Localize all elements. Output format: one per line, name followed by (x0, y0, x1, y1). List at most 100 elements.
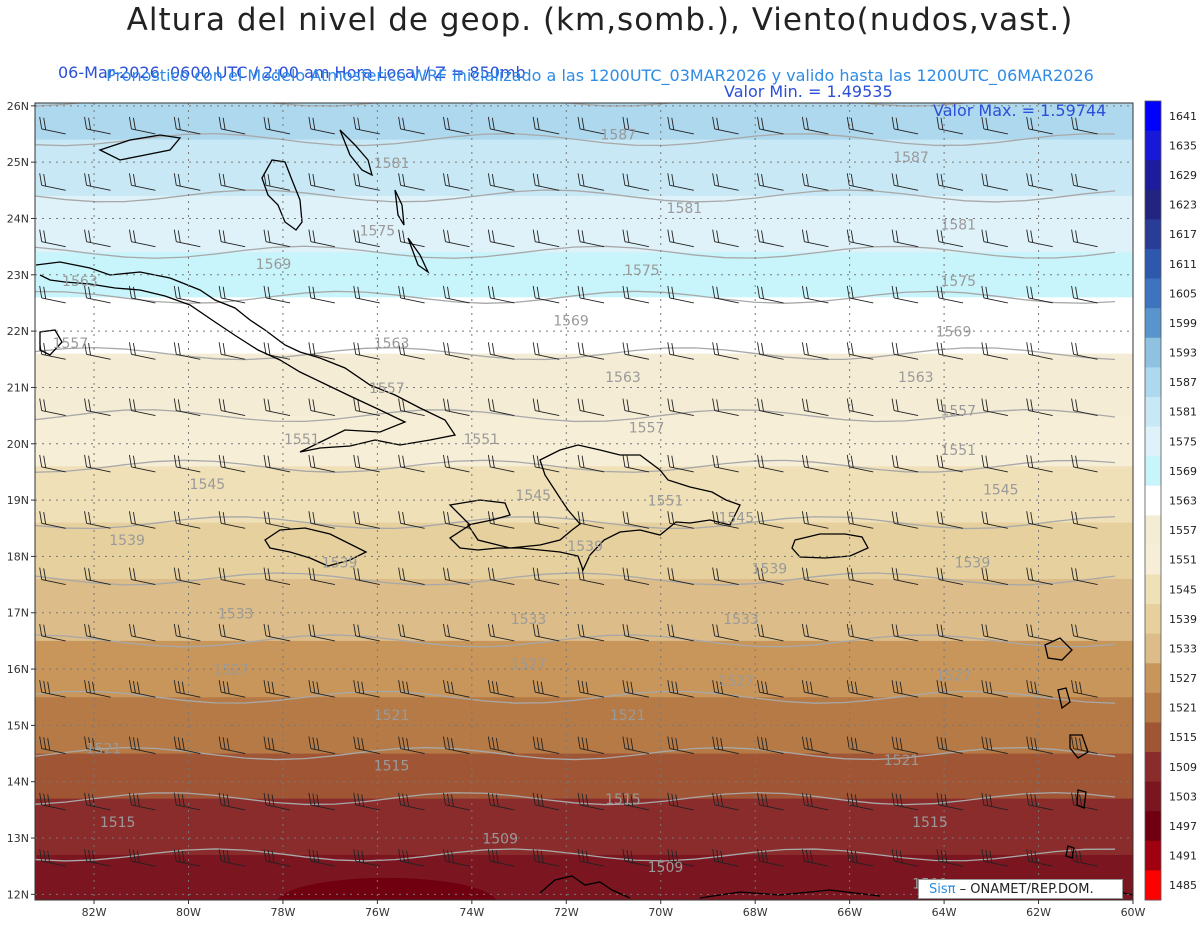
wind-barb (173, 398, 201, 417)
wind-barb (308, 342, 335, 360)
wind-barb (1026, 736, 1053, 754)
contour-1557 (35, 347, 1116, 361)
wind-barb (801, 229, 829, 248)
wind-barb (487, 623, 515, 642)
colorbar-label: 1623 (1169, 199, 1197, 212)
wind-barb (712, 849, 739, 867)
wind-barb (398, 511, 425, 529)
wind-barb (757, 792, 784, 811)
wind-barb (84, 116, 111, 135)
colorbar-swatch (1145, 160, 1161, 191)
wind-barb (846, 116, 874, 135)
wind-barb (846, 736, 874, 754)
wind-barb (846, 623, 874, 642)
wind-barb (801, 116, 829, 135)
contour-label: 1563 (62, 274, 98, 290)
colorbar-swatch (1145, 722, 1161, 753)
wind-barb (263, 792, 291, 811)
wind-barb (1071, 849, 1098, 867)
wind-barb (128, 511, 156, 529)
wind-barb (532, 736, 560, 754)
contour-label: 1569 (553, 313, 589, 329)
wind-barb (1071, 398, 1098, 417)
wind-barb (936, 229, 964, 248)
wind-barb (667, 454, 694, 473)
wind-barb (981, 511, 1008, 529)
colorbar-swatch (1145, 456, 1161, 487)
wind-barb (128, 736, 156, 754)
wind-barb (532, 173, 560, 191)
wind-barb (622, 116, 650, 135)
colorbar-label: 1617 (1169, 228, 1197, 241)
wind-barb (263, 398, 291, 417)
contour-1527 (35, 634, 1116, 648)
wind-barb (577, 680, 605, 698)
wind-barb (353, 342, 380, 360)
wind-barb (353, 567, 380, 586)
wind-barb (39, 116, 66, 135)
cuba-coastline (35, 261, 457, 453)
contour-label: 1533 (218, 606, 254, 622)
colorbar-label: 1485 (1169, 879, 1197, 892)
wind-barb (173, 680, 201, 698)
colorbar-swatch (1145, 515, 1161, 546)
wind-barb (173, 849, 201, 867)
contour-label: 1575 (624, 263, 660, 279)
wind-barb (622, 285, 650, 304)
subtitle-min-value: Valor Min. = 1.49535 (724, 82, 893, 101)
wind-barb (712, 285, 739, 304)
wind-barb (353, 116, 380, 135)
wind-barb (891, 511, 919, 529)
contour-label: 1509 (482, 832, 518, 848)
colorbar-swatch (1145, 308, 1161, 339)
wind-barb (487, 736, 515, 754)
wind-barb (622, 623, 650, 642)
wind-barb (39, 567, 66, 586)
wind-barb (577, 567, 605, 586)
contour-label: 1527 (936, 668, 972, 684)
wind-barb (1071, 736, 1098, 754)
wind-barb (1071, 454, 1098, 473)
wind-barb (398, 792, 425, 811)
wind-barb (622, 849, 650, 867)
wind-barb (757, 342, 784, 360)
wind-barb (39, 623, 66, 642)
contour-1587 (35, 103, 971, 107)
wind-barb (487, 229, 515, 248)
grand-bahama-coastline (98, 134, 182, 161)
wind-barb (308, 116, 335, 135)
colorbar-label: 1635 (1169, 139, 1197, 152)
lon-tick-label: 78W (270, 906, 295, 919)
wind-barb (353, 229, 380, 248)
wind-barb (667, 736, 694, 754)
colorbar-label: 1503 (1169, 790, 1197, 803)
wind-barb (712, 567, 739, 586)
wind-barb (936, 454, 964, 473)
wind-barb (757, 229, 784, 248)
wind-barb (128, 229, 156, 248)
wind-barb (218, 511, 246, 529)
wind-barb (1026, 398, 1053, 417)
hispaniola-coastline (448, 444, 741, 572)
colorbar-label: 1605 (1169, 287, 1197, 300)
colorbar-swatch (1145, 692, 1161, 723)
lat-tick-label: 22N (7, 325, 29, 338)
contour-label: 1557 (369, 381, 405, 397)
wind-barb (757, 511, 784, 529)
puerto-rico-coastline (791, 533, 869, 559)
colorbar-swatch (1145, 544, 1161, 575)
lat-tick-label: 14N (7, 776, 29, 789)
colorbar-swatch (1145, 219, 1161, 250)
colorbar-swatch (1145, 396, 1161, 428)
wind-barb (1026, 511, 1053, 529)
wind-barb (891, 623, 919, 642)
wind-barb (443, 116, 470, 135)
wind-barb (801, 849, 829, 867)
wind-barb (757, 736, 784, 754)
wind-barb (353, 454, 380, 473)
wind-barb (39, 736, 66, 754)
wind-barb (532, 116, 560, 135)
colorbar-frame (1144, 100, 1162, 901)
wind-barb (353, 173, 380, 191)
colorbar: 1641 1635 1629 1623 1617 1611 1605 1599 1593 1587… (1144, 100, 1197, 901)
